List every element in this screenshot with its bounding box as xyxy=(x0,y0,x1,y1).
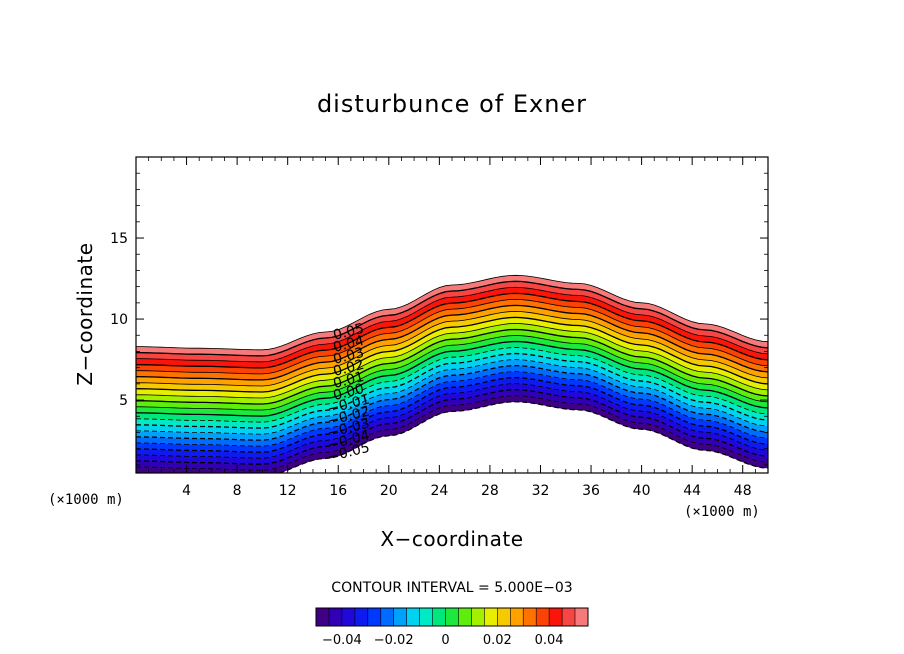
x-tick-label: 16 xyxy=(329,483,347,499)
contour-label: 0.04 xyxy=(332,333,366,356)
colorbar-band xyxy=(445,608,459,626)
colorbar-frame xyxy=(315,607,589,627)
contour-line xyxy=(136,340,768,417)
y-axis-label: Z−coordinate xyxy=(73,242,97,385)
contour-lines xyxy=(136,274,768,473)
contour-line xyxy=(136,347,768,423)
contour-line xyxy=(136,335,768,411)
contour-labels: 0.050.040.030.020.010.00−0.01−0.02−0.03−… xyxy=(326,321,372,466)
contour-line xyxy=(136,316,768,393)
x-tick-label: 44 xyxy=(683,483,701,499)
colorbar-band xyxy=(393,608,408,626)
x-tick-label: 8 xyxy=(233,483,242,499)
x-tick-label: 32 xyxy=(532,483,550,499)
contour-line xyxy=(136,310,768,387)
contour-line xyxy=(136,280,768,357)
contour-line xyxy=(136,292,768,369)
contour-line xyxy=(136,274,768,351)
colorbar-band xyxy=(406,608,421,626)
colorbar-tick-label: −0.02 xyxy=(374,633,414,648)
x-tick-label: 12 xyxy=(279,483,297,499)
colorbar-band xyxy=(341,608,356,626)
x-tick-label: 24 xyxy=(430,483,448,499)
contour-line xyxy=(136,389,768,465)
colorbar-band xyxy=(562,608,576,626)
contour-line xyxy=(136,364,768,441)
x-tick-label: 20 xyxy=(380,483,398,499)
colorbar-band xyxy=(367,608,382,626)
colorbar-tick-label: −0.04 xyxy=(322,633,362,648)
contour-line xyxy=(136,352,768,429)
colorbar-band xyxy=(575,608,589,626)
contour-line xyxy=(136,304,768,381)
contour-label: 0.00 xyxy=(332,381,366,404)
colorbar-band xyxy=(458,608,472,626)
x-tick-label: 28 xyxy=(481,483,499,499)
x-unit-left: (×1000 m) xyxy=(48,492,124,508)
contour-line xyxy=(136,395,768,471)
contour-label: 0.05 xyxy=(332,321,366,344)
contour-line xyxy=(136,371,768,447)
colorbar-band xyxy=(329,608,343,626)
colorbar-band xyxy=(471,608,485,626)
contour-line xyxy=(136,298,768,375)
contour-label: 0.03 xyxy=(332,345,366,368)
y-tick-label: 10 xyxy=(110,312,128,328)
y-tick-label: 15 xyxy=(110,231,128,247)
colorbar-tick-label: 0.02 xyxy=(483,633,512,648)
colorbar-band xyxy=(484,608,498,626)
colorbar-band xyxy=(523,608,537,626)
y-tick-label: 5 xyxy=(119,393,128,409)
x-tick-label: 4 xyxy=(182,483,191,499)
contour-line xyxy=(136,383,768,459)
x-axis: 4 8 12 16 20 24 28 32 36 40 44 48 xyxy=(148,157,756,499)
colorbar-band xyxy=(497,608,511,626)
x-unit-right: (×1000 m) xyxy=(684,504,760,520)
x-tick-label: 48 xyxy=(734,483,752,499)
contour-line xyxy=(136,328,768,405)
colorbar-band xyxy=(510,608,524,626)
colorbar-band xyxy=(316,608,330,626)
contour-line xyxy=(136,359,768,435)
colorbar-ticks: −0.04 −0.02 0 0.02 0.04 xyxy=(322,633,564,648)
colorbar-band xyxy=(380,608,395,626)
y-axis: 5 10 15 xyxy=(110,172,768,466)
contour-line xyxy=(136,401,768,473)
colorbar xyxy=(315,607,589,627)
colorbar-band xyxy=(354,608,369,626)
colorbar-band xyxy=(419,608,433,626)
contour-label: 0.01 xyxy=(332,369,366,392)
colorbar-tick-label: 0 xyxy=(441,633,449,648)
colorbar-band xyxy=(536,608,550,626)
contour-line xyxy=(136,322,768,399)
contour-interval-text: CONTOUR INTERVAL = 5.000E−03 xyxy=(331,580,572,596)
contour-line xyxy=(136,376,768,453)
x-tick-label: 40 xyxy=(633,483,651,499)
contour-line xyxy=(136,286,768,363)
chart-title: disturbunce of Exner xyxy=(317,90,587,118)
x-tick-label: 36 xyxy=(582,483,600,499)
colorbar-band xyxy=(432,608,446,626)
colorbar-band xyxy=(549,608,563,626)
x-axis-label: X−coordinate xyxy=(380,527,523,551)
colorbar-tick-label: 0.04 xyxy=(535,633,564,648)
contour-label: 0.02 xyxy=(332,357,366,380)
